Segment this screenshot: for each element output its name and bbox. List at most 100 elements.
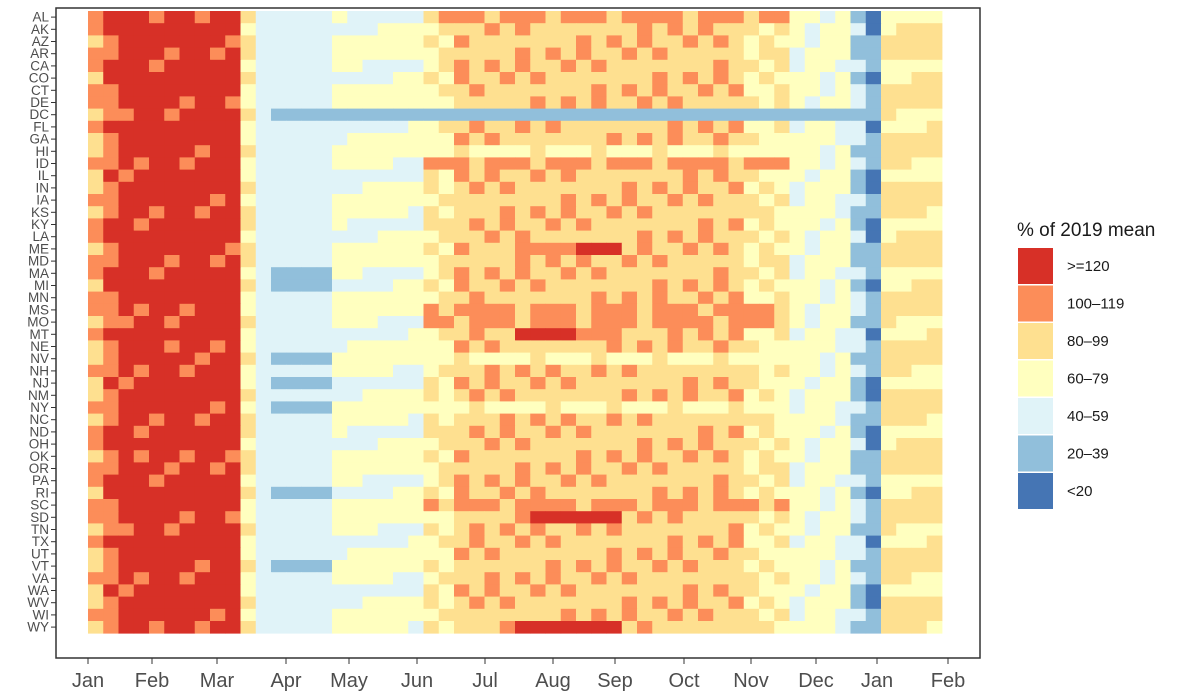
heatmap-cell — [484, 377, 501, 390]
heatmap-cell — [210, 169, 226, 183]
heatmap-cell — [652, 340, 668, 353]
heatmap-cell — [164, 72, 180, 85]
heatmap-cell — [118, 462, 135, 475]
heatmap-cell — [286, 584, 302, 597]
heatmap-cell — [133, 47, 150, 61]
heatmap-cell — [713, 560, 729, 573]
heatmap-cell — [515, 23, 531, 36]
heatmap-cell — [484, 364, 501, 378]
heatmap-cell — [926, 438, 943, 451]
y-tick-label: VT — [32, 559, 49, 574]
heatmap-cell — [469, 145, 485, 158]
heatmap-cell — [118, 218, 135, 231]
heatmap-cell — [103, 145, 119, 158]
heatmap-cell — [484, 218, 501, 231]
heatmap-cell — [560, 303, 577, 317]
heatmap-cell — [149, 401, 165, 414]
heatmap-cell — [377, 206, 394, 219]
heatmap-cell — [103, 230, 119, 244]
heatmap-cell — [667, 438, 684, 451]
heatmap-cell — [560, 560, 577, 573]
heatmap-cell — [133, 291, 150, 305]
heatmap-cell — [454, 59, 470, 73]
heatmap-cell — [347, 206, 363, 219]
heatmap-cell — [545, 194, 562, 207]
heatmap-cell — [88, 547, 104, 561]
heatmap-cell — [545, 547, 562, 561]
heatmap-cell — [133, 572, 150, 585]
heatmap-cell — [804, 133, 821, 146]
heatmap-cell — [576, 450, 592, 463]
heatmap-cell — [332, 84, 348, 97]
heatmap-cell — [865, 242, 882, 256]
heatmap-cell — [865, 450, 882, 463]
heatmap-cell — [438, 486, 455, 500]
heatmap-cell — [210, 621, 226, 634]
heatmap-cell — [850, 133, 867, 146]
heatmap-cell — [652, 59, 668, 73]
y-tick-label: CT — [31, 83, 49, 98]
heatmap-cell — [743, 401, 760, 414]
heatmap-cell — [194, 59, 211, 73]
heatmap-cell — [560, 474, 577, 488]
heatmap-cell — [652, 535, 668, 549]
heatmap-cell — [88, 413, 104, 427]
heatmap-cell — [271, 596, 287, 610]
heatmap-cell — [255, 486, 272, 500]
heatmap-cell — [179, 462, 196, 475]
heatmap-cell — [408, 96, 424, 109]
heatmap-row-al — [88, 11, 943, 24]
heatmap-cell — [713, 450, 729, 463]
heatmap-cell — [484, 328, 501, 341]
heatmap-cell — [789, 255, 806, 268]
heatmap-cell — [881, 23, 897, 36]
heatmap-cell — [926, 316, 943, 329]
heatmap-cell — [926, 120, 943, 134]
heatmap-cell — [438, 401, 455, 414]
heatmap-cell — [484, 279, 501, 292]
heatmap-cell — [881, 547, 897, 561]
heatmap-cell — [286, 560, 302, 573]
heatmap-cell — [789, 499, 806, 512]
heatmap-cell — [149, 425, 165, 439]
heatmap-cell — [103, 547, 119, 561]
heatmap-cell — [637, 72, 653, 85]
heatmap-cell — [316, 120, 333, 134]
heatmap-cell — [713, 389, 729, 402]
heatmap-cell — [515, 120, 531, 134]
heatmap-cell — [698, 547, 714, 561]
heatmap-cell — [210, 547, 226, 561]
heatmap-cell — [271, 499, 287, 512]
heatmap-cell — [347, 352, 363, 366]
heatmap-cell — [896, 23, 912, 36]
y-tick-label: WI — [33, 607, 50, 622]
heatmap-cell — [637, 499, 653, 512]
heatmap-cell — [240, 401, 257, 414]
heatmap-cell — [225, 157, 241, 170]
heatmap-cell — [865, 35, 882, 48]
heatmap-cell — [606, 72, 623, 85]
heatmap-cell — [347, 328, 363, 341]
heatmap-cell — [667, 218, 684, 231]
heatmap-cell — [301, 279, 318, 292]
heatmap-cell — [393, 547, 409, 561]
heatmap-cell — [698, 181, 714, 195]
heatmap-cell — [530, 535, 546, 549]
heatmap-cell — [682, 255, 699, 268]
heatmap-cell — [332, 401, 348, 414]
heatmap-cell — [408, 560, 424, 573]
heatmap-cell — [393, 133, 409, 146]
heatmap-cell — [118, 291, 135, 305]
heatmap-cell — [408, 181, 424, 195]
heatmap-cell — [179, 181, 196, 195]
heatmap-cell — [88, 279, 104, 292]
heatmap-cell — [332, 11, 348, 24]
heatmap-row-mo — [88, 316, 943, 329]
heatmap-cell — [896, 230, 912, 244]
heatmap-cell — [865, 389, 882, 402]
heatmap-cell — [469, 340, 485, 353]
heatmap-cell — [103, 133, 119, 146]
heatmap-cell — [850, 608, 867, 622]
heatmap-cell — [576, 242, 592, 256]
heatmap-cell — [637, 157, 653, 170]
